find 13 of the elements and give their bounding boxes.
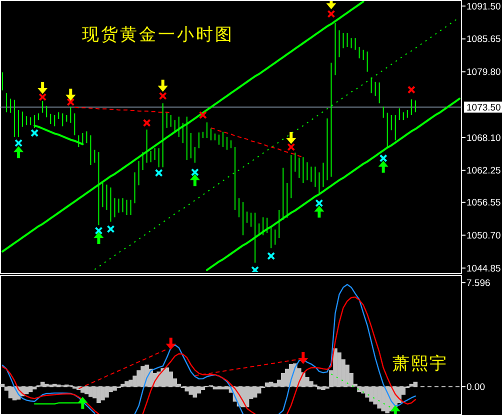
y-tick-label: 1062.25 [466, 166, 501, 177]
y-tick-label: 1068.10 [466, 132, 501, 144]
text: 现货黄金一小时图 [82, 25, 234, 45]
ref-line-label: 1073.50 [466, 102, 501, 114]
y-tick-label: 1079.80 [466, 67, 501, 78]
y-tick-label: 1056.55 [466, 198, 501, 209]
y-tick-label: 7.596 [466, 278, 490, 289]
y-tick-label: 1044.85 [466, 263, 501, 274]
annotation: 萧熙宇 [392, 354, 448, 374]
y-tick-label: 1050.70 [466, 230, 501, 242]
y-tick-label: 1085.65 [466, 34, 501, 46]
y-tick-label: 0.00 [466, 382, 485, 393]
y-tick-label: 1091.50 [466, 1, 501, 12]
